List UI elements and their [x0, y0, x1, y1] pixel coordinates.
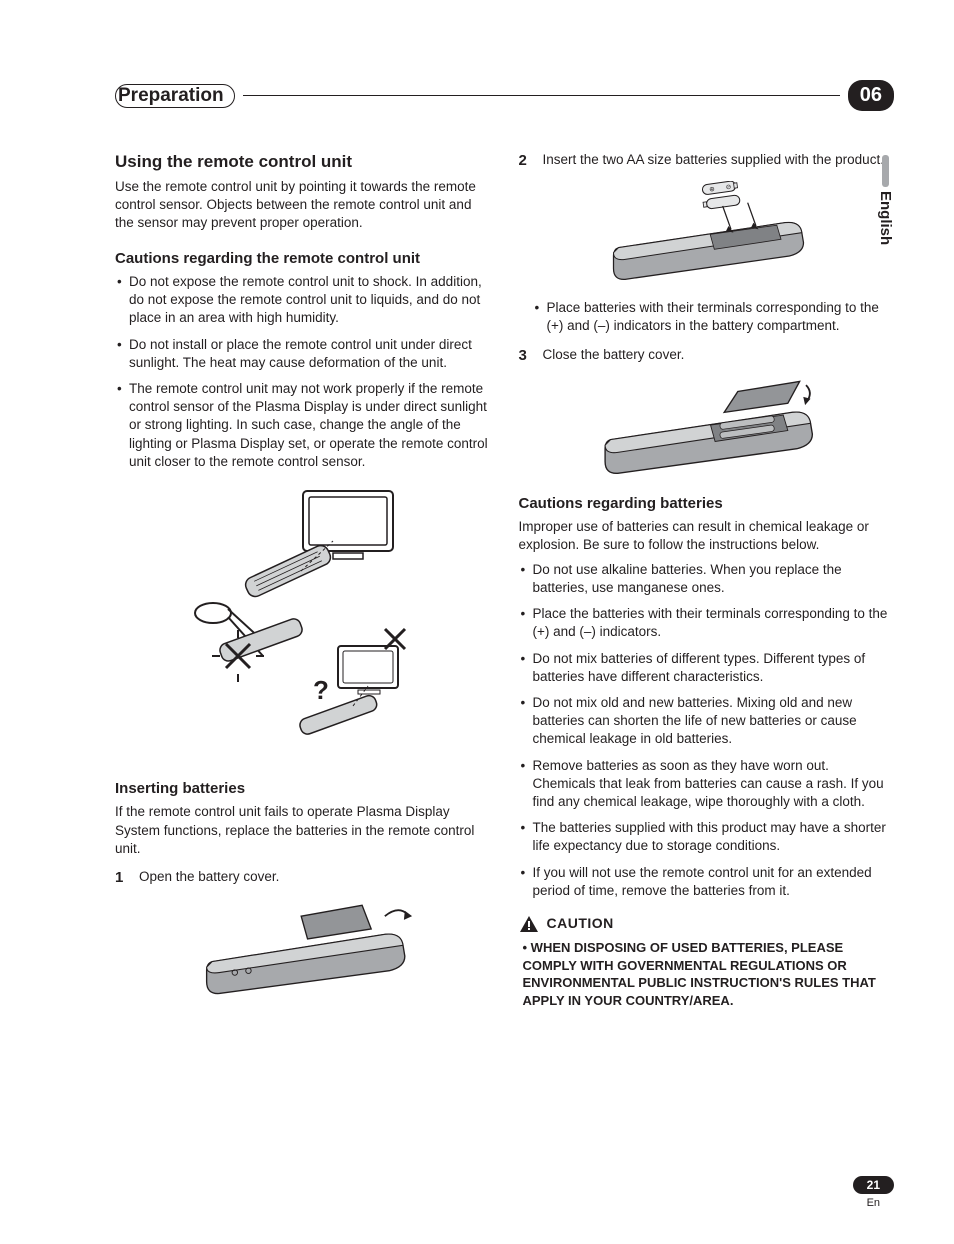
battery-cautions-list: Do not use alkaline batteries. When you …	[519, 561, 895, 901]
step-text: Close the battery cover.	[543, 346, 895, 366]
caution-body: WHEN DISPOSING OF USED BATTERIES, PLEASE…	[519, 939, 895, 1009]
cautions-remote-list: Do not expose the remote control unit to…	[115, 273, 491, 471]
list-item: Do not install or place the remote contr…	[115, 336, 491, 372]
list-item: Do not expose the remote control unit to…	[115, 273, 491, 328]
heading-inserting-batteries: Inserting batteries	[115, 779, 491, 799]
right-column: 2 Insert the two AA size batteries suppl…	[519, 151, 895, 1016]
step-1: 1 Open the battery cover.	[115, 868, 491, 888]
step-text: Open the battery cover.	[139, 868, 491, 888]
close-cover-figure	[519, 376, 895, 476]
caution-label: CAUTION	[547, 914, 614, 933]
language-side-tab: English	[877, 155, 894, 245]
caution-header: CAUTION	[519, 914, 895, 933]
insert-batteries-figure: ⊕ ⊖	[519, 181, 895, 281]
heading-cautions-batteries: Cautions regarding batteries	[519, 494, 895, 514]
side-tab-language: English	[877, 191, 894, 245]
step-number: 1	[115, 868, 129, 888]
side-tab-bar	[882, 155, 889, 187]
list-item: Do not mix batteries of different types.…	[519, 650, 895, 686]
list-item: If you will not use the remote control u…	[519, 864, 895, 900]
svg-text:?: ?	[313, 675, 329, 705]
step-number: 3	[519, 346, 533, 366]
insert-intro: If the remote control unit fails to oper…	[115, 803, 491, 858]
step-number: 2	[519, 151, 533, 171]
list-item: Place the batteries with their terminals…	[519, 605, 895, 641]
intro-para: Use the remote control unit by pointing …	[115, 178, 491, 233]
remote-open-icon	[173, 898, 433, 998]
page-footer: 21 En	[853, 1176, 894, 1209]
list-item: The remote control unit may not work pro…	[115, 380, 491, 471]
left-column: Using the remote control unit Use the re…	[115, 151, 491, 1016]
section-title: Preparation	[116, 85, 224, 107]
remote-insert-icon: ⊕ ⊖	[576, 181, 836, 281]
warning-triangle-icon	[519, 915, 539, 933]
open-cover-figure	[115, 898, 491, 998]
list-item: Remove batteries as soon as they have wo…	[519, 757, 895, 812]
step-2: 2 Insert the two AA size batteries suppl…	[519, 151, 895, 171]
list-item: Place batteries with their terminals cor…	[533, 299, 895, 335]
remote-usage-diagram: ?	[115, 481, 491, 761]
remote-close-icon	[576, 376, 836, 476]
list-item: The batteries supplied with this product…	[519, 819, 895, 855]
list-item: Do not use alkaline batteries. When you …	[519, 561, 895, 597]
step2-sub-list: Place batteries with their terminals cor…	[533, 299, 895, 335]
heading-using-remote: Using the remote control unit	[115, 151, 491, 174]
page-header: Preparation 06	[115, 80, 894, 111]
page-number-badge: 21	[853, 1176, 894, 1194]
header-rule	[243, 95, 840, 96]
section-pill: Preparation	[115, 84, 235, 108]
heading-cautions-remote: Cautions regarding the remote control un…	[115, 249, 491, 269]
content-columns: Using the remote control unit Use the re…	[115, 151, 894, 1016]
batteries-intro: Improper use of batteries can result in …	[519, 518, 895, 554]
list-item: Do not mix old and new batteries. Mixing…	[519, 694, 895, 749]
diagram-icon: ?	[183, 481, 423, 761]
step-text: Insert the two AA size batteries supplie…	[543, 151, 895, 171]
language-code: En	[853, 1197, 894, 1209]
step-3: 3 Close the battery cover.	[519, 346, 895, 366]
chapter-badge: 06	[848, 80, 894, 111]
